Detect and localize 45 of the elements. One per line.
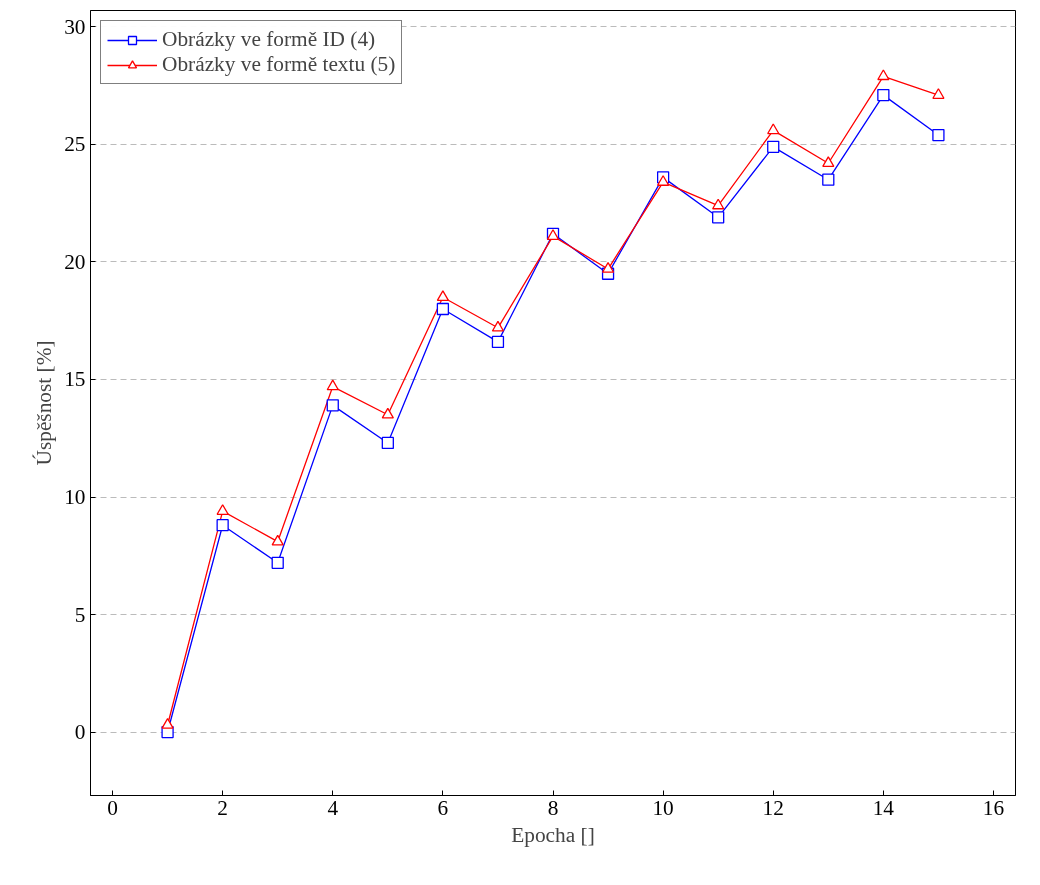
point: [932, 88, 945, 99]
point: [822, 173, 835, 186]
legend-label: Obrázky ve formě ID (4): [162, 27, 376, 52]
point: [822, 156, 835, 168]
point: [712, 198, 725, 210]
y-tick-label: 15: [64, 367, 86, 392]
x-tick-label: 2: [217, 795, 228, 820]
point: [656, 175, 670, 186]
point: [216, 519, 229, 532]
point: [326, 379, 339, 391]
x-tick-label: 10: [652, 795, 674, 820]
point: [491, 335, 505, 349]
point: [932, 128, 945, 142]
y-tick-label: 20: [64, 249, 86, 274]
point: [877, 88, 890, 102]
point: [271, 534, 284, 546]
point: [491, 320, 505, 332]
y-axis-title: Úspěšnost [%]: [32, 340, 57, 466]
point: [436, 302, 450, 316]
point: [381, 407, 394, 419]
y-tick-label: 30: [64, 14, 86, 39]
point: [436, 290, 450, 302]
point: [326, 399, 339, 412]
y-tick-label: 10: [64, 485, 86, 510]
point: [712, 211, 725, 224]
y-tick-label: 25: [64, 132, 86, 157]
x-tick-label: 14: [872, 795, 895, 820]
point: [767, 123, 780, 135]
point: [877, 69, 890, 81]
y-tick-label: 0: [74, 720, 86, 745]
x-axis-title: Epocha []: [511, 822, 595, 847]
point: [767, 140, 780, 153]
x-tick-label: 4: [327, 795, 339, 820]
x-tick-label: 0: [107, 795, 118, 820]
x-tick-label: 8: [547, 795, 559, 820]
x-tick-label: 12: [762, 795, 784, 820]
y-tick-label: 5: [74, 602, 86, 627]
x-tick-label: 16: [982, 795, 1005, 820]
point: [271, 556, 284, 569]
x-tick-label: 6: [437, 795, 449, 820]
point: [381, 436, 394, 450]
point: [216, 504, 229, 515]
point: [601, 262, 615, 273]
legend-label: Obrázky ve formě textu (5): [162, 52, 396, 77]
point: [161, 717, 174, 729]
